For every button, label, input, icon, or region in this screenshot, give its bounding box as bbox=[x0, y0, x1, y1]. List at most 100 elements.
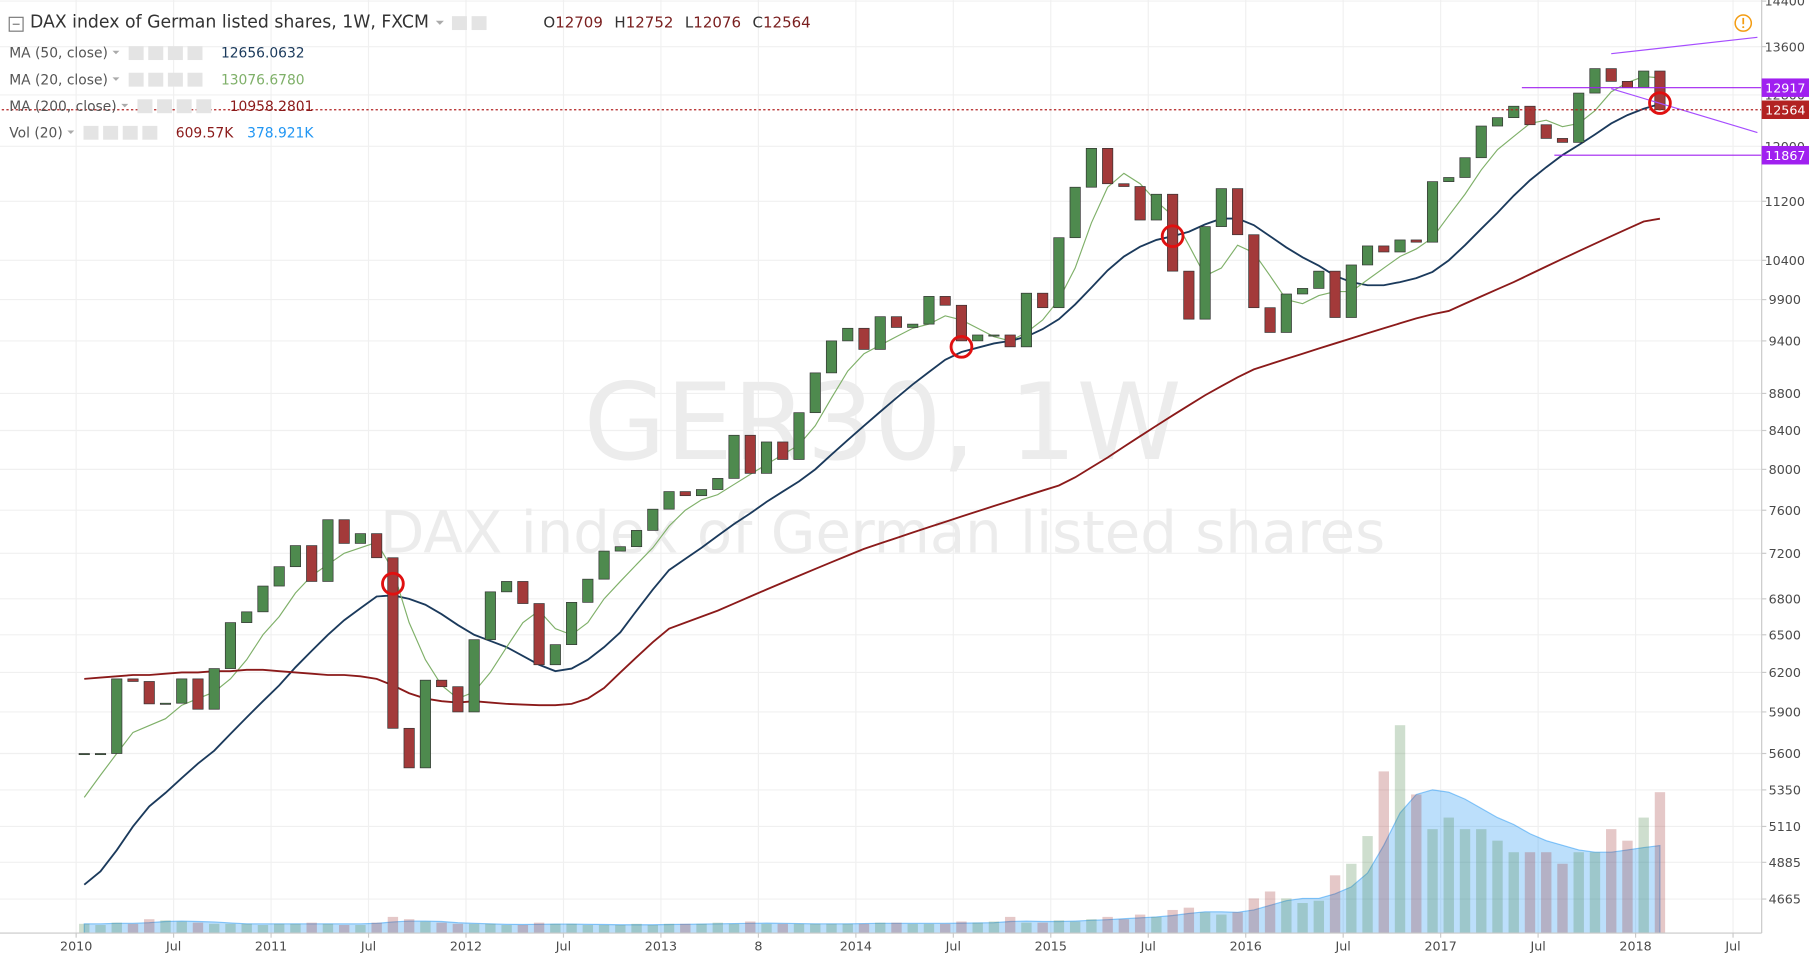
study-button[interactable] bbox=[148, 72, 164, 87]
volume-bar bbox=[192, 922, 204, 934]
study-button[interactable] bbox=[176, 99, 192, 114]
volume-bar bbox=[176, 921, 187, 934]
volume-bar bbox=[793, 923, 805, 934]
study-button[interactable] bbox=[83, 125, 99, 140]
study-button[interactable] bbox=[187, 46, 203, 61]
study-button[interactable] bbox=[137, 99, 153, 114]
volume-bar bbox=[533, 922, 545, 934]
x-tick-label: Jul bbox=[360, 938, 376, 953]
y-tick-label: 10400 bbox=[1765, 253, 1805, 268]
title-button[interactable] bbox=[471, 16, 487, 31]
volume-bar bbox=[290, 923, 301, 934]
study-button[interactable] bbox=[196, 99, 212, 114]
x-tick-label: Jul bbox=[1140, 938, 1156, 953]
candle bbox=[78, 753, 90, 756]
candle bbox=[972, 334, 984, 342]
x-tick-label: Jul bbox=[555, 938, 571, 953]
volume-bar bbox=[1232, 912, 1243, 934]
study-button[interactable] bbox=[167, 72, 183, 87]
trend-line bbox=[1611, 36, 1758, 55]
candle bbox=[679, 491, 691, 497]
candle bbox=[273, 566, 285, 587]
candle bbox=[159, 702, 172, 705]
study-button[interactable] bbox=[148, 46, 164, 61]
y-tick-label: 6200 bbox=[1769, 665, 1801, 680]
candle bbox=[890, 316, 903, 328]
candle bbox=[501, 581, 513, 593]
watermark-symbol: GER30, 1W bbox=[584, 361, 1182, 485]
candle bbox=[744, 434, 756, 474]
y-tick-label: 9400 bbox=[1769, 334, 1801, 349]
candle bbox=[907, 323, 919, 328]
cross-marker bbox=[1648, 91, 1672, 115]
candle bbox=[1183, 270, 1195, 320]
candle bbox=[1313, 270, 1325, 289]
volume-bar bbox=[501, 924, 512, 934]
ohlc-letter: L bbox=[685, 14, 694, 32]
candle bbox=[1053, 237, 1065, 309]
volume-bar bbox=[1638, 817, 1649, 934]
volume-bar bbox=[566, 923, 577, 934]
candle bbox=[419, 679, 431, 769]
volume-bar bbox=[1183, 907, 1195, 934]
volume-bar bbox=[355, 924, 366, 934]
title-menu[interactable] bbox=[435, 20, 444, 25]
title-button[interactable] bbox=[451, 16, 467, 31]
volume-bar bbox=[810, 923, 821, 934]
study-button[interactable] bbox=[167, 46, 183, 61]
study-value: 13076.6780 bbox=[221, 72, 305, 88]
candle bbox=[825, 340, 838, 374]
volume-bar bbox=[1281, 898, 1292, 934]
volume-bar bbox=[1459, 829, 1471, 934]
candle bbox=[1443, 177, 1455, 182]
study-button[interactable] bbox=[103, 125, 119, 140]
volume-bar bbox=[1654, 792, 1666, 934]
volume-bar bbox=[988, 921, 1000, 934]
price-tag bbox=[1761, 78, 1809, 97]
collapse-button[interactable] bbox=[8, 16, 24, 32]
moving-average bbox=[83, 103, 1661, 886]
candle bbox=[306, 545, 318, 582]
study-button[interactable] bbox=[157, 99, 173, 114]
ohlc-letter: O bbox=[543, 14, 555, 32]
candle bbox=[1215, 188, 1227, 227]
candle bbox=[777, 441, 789, 460]
candle bbox=[1167, 193, 1179, 272]
volume-bar bbox=[1427, 829, 1438, 934]
candle bbox=[663, 491, 675, 510]
volume-bar bbox=[274, 923, 285, 934]
study-value: 10958.2801 bbox=[230, 99, 314, 115]
volume-bar bbox=[1199, 912, 1211, 934]
candle bbox=[468, 639, 480, 713]
study-button[interactable] bbox=[142, 125, 158, 140]
x-tick-label: 2017 bbox=[1425, 938, 1457, 953]
candle bbox=[598, 550, 610, 580]
trend-line bbox=[1611, 88, 1758, 134]
study-menu[interactable] bbox=[121, 103, 129, 108]
study-button[interactable] bbox=[128, 46, 144, 61]
candle bbox=[1426, 181, 1439, 243]
candle bbox=[127, 678, 139, 682]
study-menu[interactable] bbox=[67, 130, 75, 134]
volume-bar bbox=[842, 923, 853, 934]
volume-bar bbox=[1346, 863, 1357, 934]
study-menu[interactable] bbox=[112, 77, 120, 81]
volume-bar bbox=[517, 924, 529, 934]
volume-bar bbox=[371, 922, 382, 934]
study-button[interactable] bbox=[187, 72, 203, 87]
study-menu[interactable] bbox=[112, 50, 120, 55]
volume-bar bbox=[1118, 919, 1130, 934]
candle bbox=[1150, 193, 1162, 221]
volume-bar bbox=[338, 924, 350, 934]
volume-bar bbox=[306, 922, 317, 934]
volume-bar bbox=[858, 923, 870, 934]
ohlc-readout: O12709 H12752 L12076 C12564 bbox=[543, 14, 810, 32]
volume-bar bbox=[1313, 900, 1325, 934]
volume-bar bbox=[111, 922, 122, 934]
y-tick-label: 4885 bbox=[1769, 855, 1801, 870]
alert-icon[interactable] bbox=[1734, 14, 1753, 32]
study-button[interactable] bbox=[128, 72, 144, 87]
study-button[interactable] bbox=[122, 125, 138, 140]
volume-bar bbox=[1492, 840, 1503, 934]
y-tick-label: 11200 bbox=[1765, 194, 1805, 209]
